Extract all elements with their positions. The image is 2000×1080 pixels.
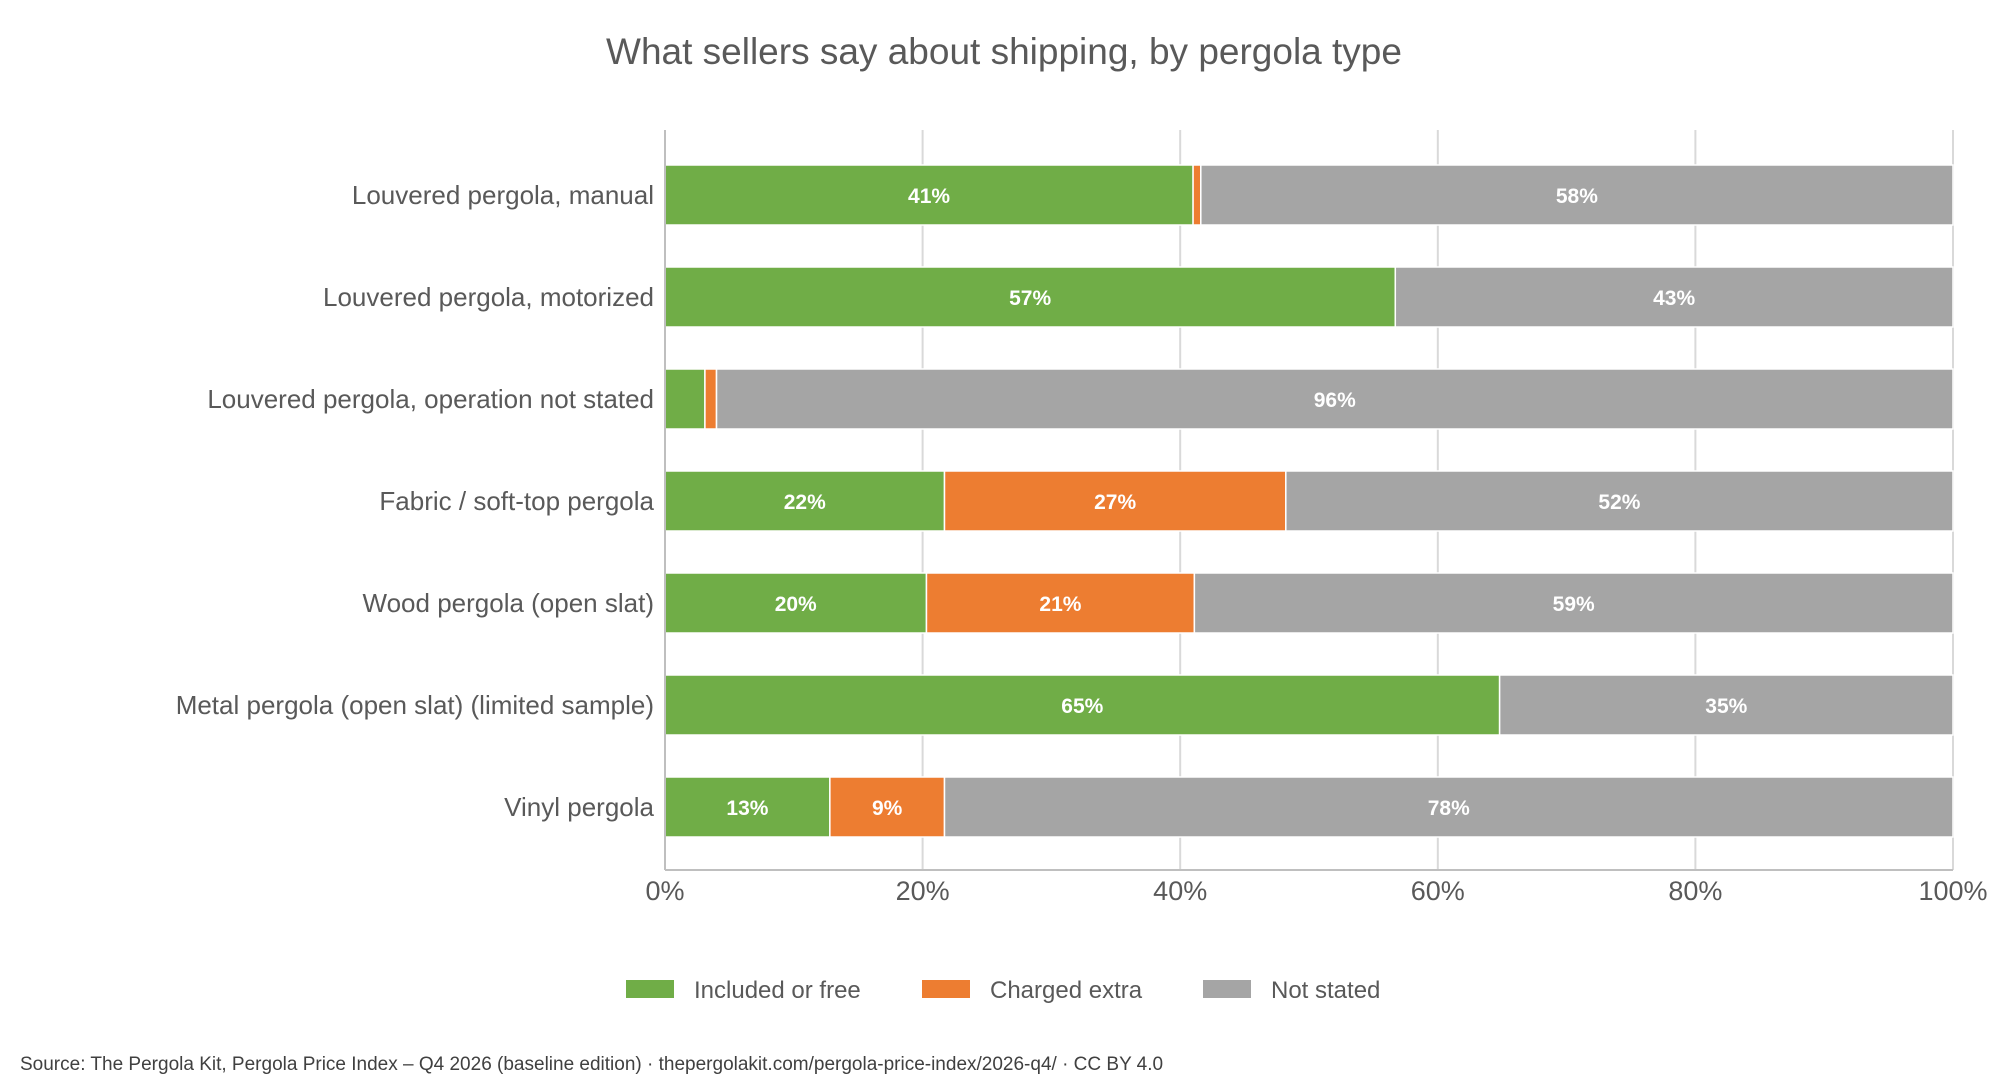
bar-segment [1498,674,1954,736]
bar-segment [664,164,1194,226]
bars-layer: 41% 58% 57% 43% 96% 22% 27% 52% 20% 21% 59% 65% 35% 1… [664,164,1954,838]
x-tick-label: 80% [1668,876,1722,906]
category-label: Vinyl pergola [504,792,654,822]
legend-label: Included or free [694,977,861,1004]
data-label: 20% [775,593,817,616]
x-tick-label: 40% [1153,876,1207,906]
source-note: Source: The Pergola Kit, Pergola Price I… [20,1054,1163,1075]
data-label: 59% [1553,593,1595,616]
data-label: 13% [726,797,768,820]
data-label: 78% [1428,797,1470,820]
bar-segment [664,572,928,634]
category-label: Fabric / soft-top pergola [379,486,654,516]
legend-label: Charged extra [990,977,1143,1004]
data-label: 52% [1598,491,1640,514]
data-label: 22% [784,491,826,514]
bar-segment [664,368,706,430]
bar-segment [1285,470,1954,532]
x-tick-label: 60% [1411,876,1465,906]
legend-label: Not stated [1271,977,1380,1004]
data-label: 65% [1061,695,1103,718]
category-label: Louvered pergola, operation not stated [207,384,654,414]
bar-segment [1394,266,1954,328]
chart-title: What sellers say about shipping, by perg… [606,31,1402,72]
bar-segment [715,368,1954,430]
category-label: Louvered pergola, motorized [323,282,654,312]
category-labels: Louvered pergola, manual Louvered pergola… [176,180,655,822]
category-label: Louvered pergola, manual [352,180,654,210]
x-tick-label: 20% [896,876,950,906]
data-label: 35% [1705,695,1747,718]
bar-segment [943,776,1954,838]
bar-segment [664,470,946,532]
x-axis: 0% 20% 40% 60% 80% 100% [645,130,1988,906]
data-label: 41% [908,185,950,208]
legend-swatch [922,980,970,998]
data-label: 43% [1653,287,1695,310]
data-label: 58% [1556,185,1598,208]
category-label: Wood pergola (open slat) [363,588,654,618]
legend-swatch [1203,980,1251,998]
bar-segment [1200,164,1954,226]
x-tick-label: 100% [1918,876,1987,906]
category-label: Metal pergola (open slat) (limited sampl… [176,690,654,720]
bar-segment [829,776,946,838]
data-label: 21% [1039,593,1081,616]
bar-segment [1193,572,1954,634]
x-tick-label: 0% [645,876,684,906]
legend-swatch [626,980,674,998]
bar-segment [704,368,718,430]
bar-segment [664,266,1397,328]
legend: Included or free Charged extra Not stated [626,977,1380,1004]
data-label: 27% [1094,491,1136,514]
data-label: 9% [872,797,903,820]
bar-segment [1192,164,1202,226]
data-label: 57% [1009,287,1051,310]
bar-segment [943,470,1287,532]
data-label: 96% [1314,389,1356,412]
